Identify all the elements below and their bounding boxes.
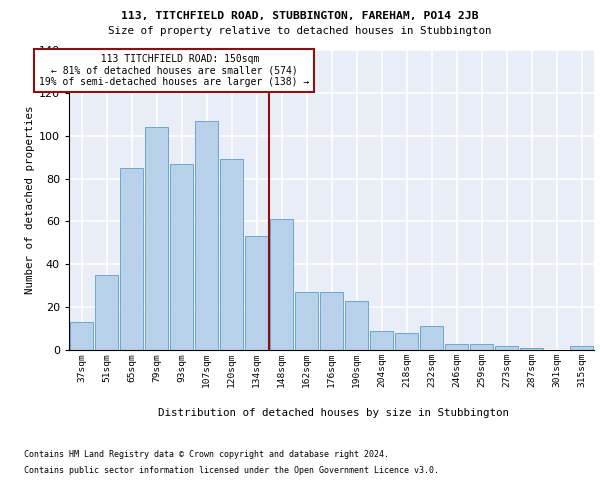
Bar (520, 348, 543, 350)
Bar (120, 168, 143, 350)
Bar (95, 275, 118, 350)
Bar (195, 120, 218, 350)
Text: Contains public sector information licensed under the Open Government Licence v3: Contains public sector information licen… (24, 466, 439, 475)
Bar (320, 292, 343, 350)
Text: Size of property relative to detached houses in Stubbington: Size of property relative to detached ho… (108, 26, 492, 36)
Text: Contains HM Land Registry data © Crown copyright and database right 2024.: Contains HM Land Registry data © Crown c… (24, 450, 389, 459)
Bar (370, 330, 393, 350)
Bar (470, 344, 493, 350)
Bar (170, 164, 193, 350)
Y-axis label: Number of detached properties: Number of detached properties (25, 106, 35, 294)
Bar (570, 346, 593, 350)
Bar (495, 346, 518, 350)
Bar (420, 326, 443, 350)
Bar (220, 160, 243, 350)
Bar (445, 344, 468, 350)
Text: 113 TITCHFIELD ROAD: 150sqm
← 81% of detached houses are smaller (574)
19% of se: 113 TITCHFIELD ROAD: 150sqm ← 81% of det… (39, 54, 309, 88)
Text: Distribution of detached houses by size in Stubbington: Distribution of detached houses by size … (158, 408, 509, 418)
Bar (245, 236, 268, 350)
Bar (345, 300, 368, 350)
Bar (395, 333, 418, 350)
Bar (70, 322, 93, 350)
Text: 113, TITCHFIELD ROAD, STUBBINGTON, FAREHAM, PO14 2JB: 113, TITCHFIELD ROAD, STUBBINGTON, FAREH… (121, 11, 479, 21)
Bar (145, 127, 168, 350)
Bar (295, 292, 318, 350)
Bar (270, 220, 293, 350)
